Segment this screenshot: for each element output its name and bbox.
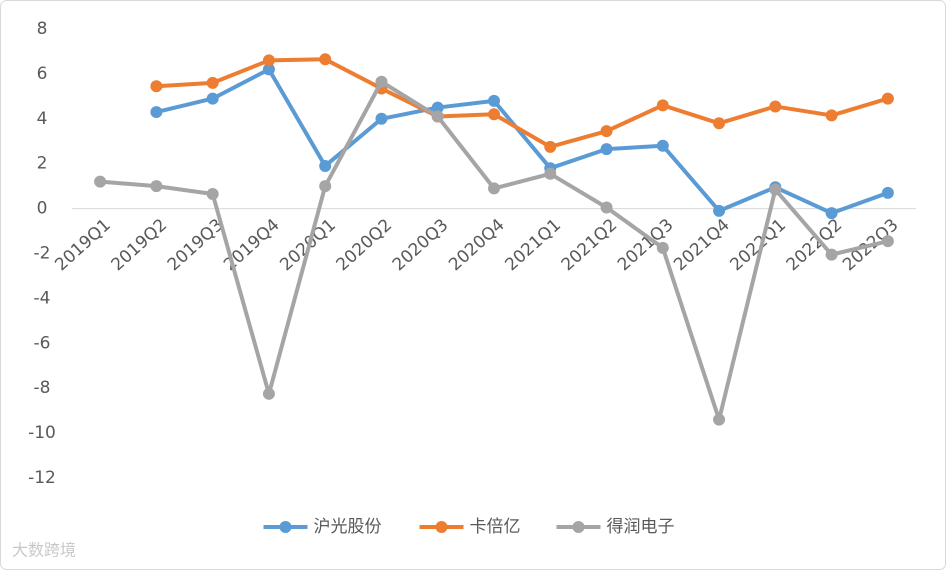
data-point bbox=[544, 167, 557, 180]
y-tick-label: -2 bbox=[34, 244, 51, 264]
y-tick-label: 8 bbox=[37, 19, 48, 39]
data-point bbox=[262, 54, 275, 67]
data-point bbox=[375, 75, 388, 88]
data-point bbox=[319, 159, 332, 172]
y-tick-label: -6 bbox=[34, 333, 51, 353]
data-point bbox=[713, 204, 726, 217]
data-point bbox=[206, 92, 219, 105]
y-tick-label: -8 bbox=[34, 378, 51, 398]
data-point bbox=[375, 112, 388, 125]
data-point bbox=[600, 143, 613, 156]
data-point bbox=[656, 241, 669, 254]
data-point bbox=[488, 182, 500, 195]
y-tick-label: -4 bbox=[34, 288, 51, 308]
watermark: 大数跨境 bbox=[12, 541, 76, 560]
data-point bbox=[319, 180, 332, 193]
y-tick-label: -10 bbox=[28, 423, 56, 443]
legend-label: 得润电子 bbox=[607, 517, 675, 537]
data-point bbox=[825, 248, 838, 261]
data-point bbox=[262, 63, 275, 76]
data-point bbox=[713, 117, 726, 130]
y-tick-label: 2 bbox=[37, 154, 48, 174]
data-point bbox=[600, 201, 613, 214]
legend-marker bbox=[279, 521, 292, 533]
data-point bbox=[600, 125, 613, 138]
data-point bbox=[656, 99, 669, 112]
data-point bbox=[881, 92, 894, 105]
data-point bbox=[150, 106, 163, 119]
y-tick-label: 0 bbox=[37, 199, 48, 219]
y-tick-label: -12 bbox=[28, 468, 56, 488]
legend: 沪光股份 卡倍亿 得润电子 bbox=[263, 517, 675, 537]
legend-label: 卡倍亿 bbox=[470, 517, 521, 537]
legend-marker bbox=[572, 521, 585, 533]
data-point bbox=[431, 110, 444, 123]
data-point bbox=[206, 188, 219, 201]
data-point bbox=[881, 186, 894, 199]
data-point bbox=[713, 413, 726, 426]
data-point bbox=[94, 175, 107, 188]
data-point bbox=[319, 53, 332, 66]
series-line bbox=[155, 67, 889, 216]
data-point bbox=[656, 139, 669, 152]
data-point bbox=[769, 183, 782, 196]
data-point bbox=[825, 207, 838, 220]
data-point bbox=[262, 387, 275, 400]
data-point bbox=[150, 80, 163, 93]
y-tick-label: 4 bbox=[37, 109, 48, 129]
data-point bbox=[488, 108, 500, 121]
data-point bbox=[544, 140, 557, 153]
data-point bbox=[431, 101, 444, 114]
legend-marker bbox=[435, 521, 448, 533]
data-point bbox=[150, 180, 163, 193]
data-point bbox=[488, 94, 500, 107]
series-line bbox=[156, 57, 889, 149]
y-tick-label: 6 bbox=[37, 64, 48, 84]
data-point bbox=[881, 235, 894, 248]
data-point bbox=[825, 109, 838, 122]
data-point bbox=[769, 100, 782, 113]
legend-label: 沪光股份 bbox=[314, 517, 382, 537]
data-point bbox=[206, 76, 219, 89]
